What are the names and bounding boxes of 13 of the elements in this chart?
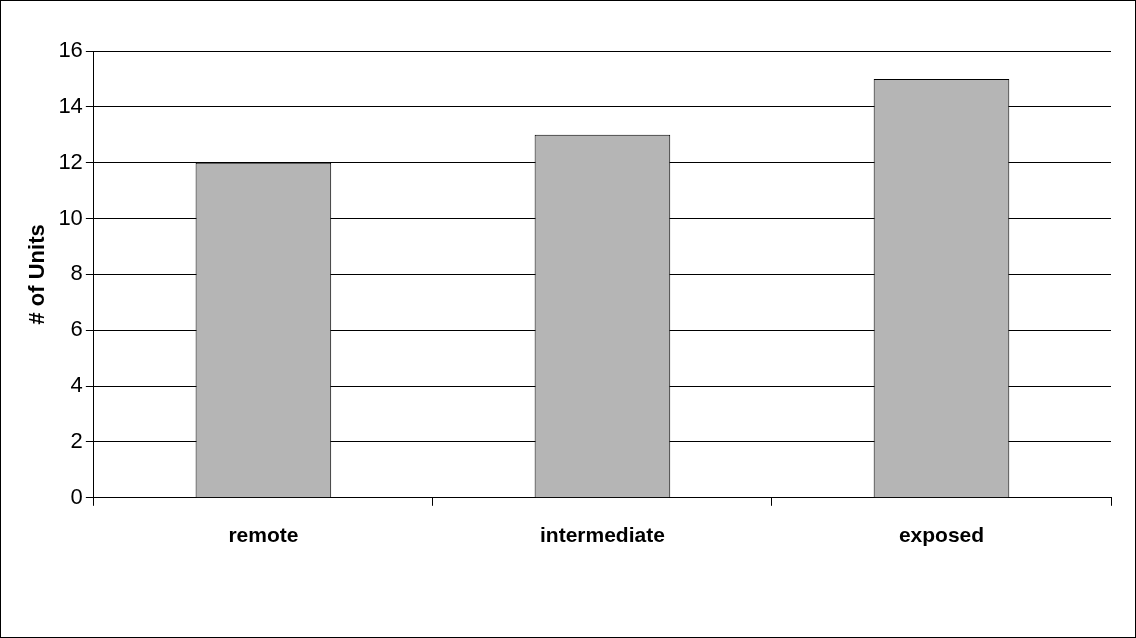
x-tick-label: intermediate xyxy=(540,523,665,547)
y-tick-label: 14 xyxy=(58,92,83,118)
y-tick-label: 10 xyxy=(58,204,83,230)
y-tick-label: 8 xyxy=(70,260,83,286)
x-tick-label: exposed xyxy=(898,523,985,547)
y-tick-label: 16 xyxy=(58,37,83,63)
y-tick-label: 4 xyxy=(70,372,83,398)
y-tick-label: 12 xyxy=(58,148,83,174)
y-tick-label: 2 xyxy=(70,428,83,454)
y-axis-title: # of Units xyxy=(24,224,50,325)
y-tick-label: 6 xyxy=(70,316,83,342)
x-tick-label: remote xyxy=(228,523,299,547)
y-tick-label: 0 xyxy=(70,483,83,509)
